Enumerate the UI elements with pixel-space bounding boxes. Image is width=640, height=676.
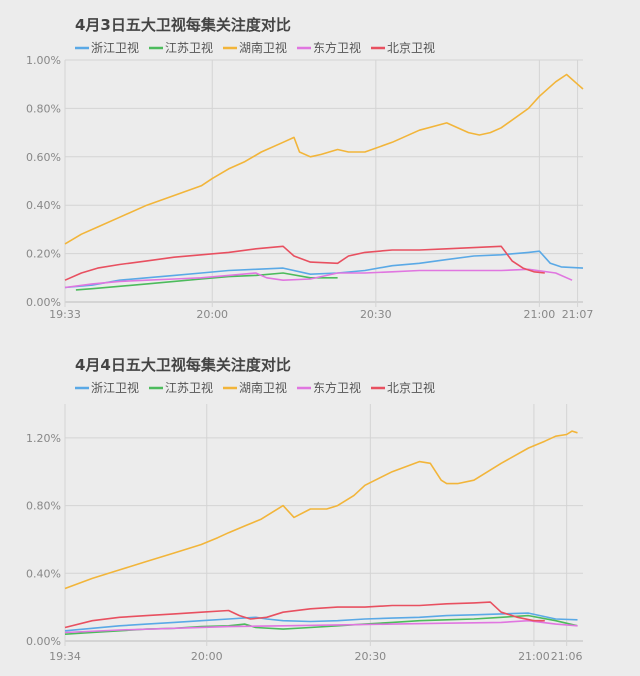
legend-item: 北京卫视 xyxy=(371,40,435,55)
x-tick-label: 19:34 xyxy=(49,650,81,663)
y-tick-label: 0.80% xyxy=(26,102,61,115)
chart-title: 4月3日五大卫视每集关注度对比 xyxy=(75,16,291,34)
y-tick-label: 0.40% xyxy=(26,567,61,580)
legend-item: 江苏卫视 xyxy=(149,380,213,395)
series-line xyxy=(64,250,584,289)
y-tick-label: 0.40% xyxy=(26,199,61,212)
series-line xyxy=(64,601,545,629)
series-line xyxy=(64,430,578,590)
legend-item: 浙江卫视 xyxy=(75,40,139,55)
legend-item: 湖南卫视 xyxy=(223,40,287,55)
legend-label: 江苏卫视 xyxy=(165,40,213,55)
series-line xyxy=(64,268,573,289)
y-tick-label: 0.00% xyxy=(26,296,61,309)
legend-label: 江苏卫视 xyxy=(165,380,213,395)
x-tick-label: 20:30 xyxy=(360,308,392,321)
legend-label: 东方卫视 xyxy=(313,40,361,55)
legend-label: 北京卫视 xyxy=(387,380,435,395)
chart-title: 4月4日五大卫视每集关注度对比 xyxy=(75,356,291,374)
y-tick-label: 0.60% xyxy=(26,151,61,164)
y-tick-label: 0.20% xyxy=(26,248,61,261)
legend-item: 浙江卫视 xyxy=(75,380,139,395)
x-tick-label: 19:33 xyxy=(49,308,81,321)
series-line xyxy=(64,73,584,245)
x-tick-label: 20:00 xyxy=(196,308,228,321)
x-tick-label: 21:00 xyxy=(524,308,556,321)
x-tick-label: 21:07 xyxy=(562,308,594,321)
legend-label: 北京卫视 xyxy=(387,40,435,55)
x-tick-label: 20:00 xyxy=(191,650,223,663)
x-tick-label: 20:30 xyxy=(354,650,386,663)
series-line xyxy=(64,245,545,281)
legend-label: 东方卫视 xyxy=(313,380,361,395)
legend-item: 东方卫视 xyxy=(297,380,361,395)
legend-label: 湖南卫视 xyxy=(239,380,287,395)
x-tick-label: 21:00 xyxy=(518,650,550,663)
legend-item: 江苏卫视 xyxy=(149,40,213,55)
y-tick-label: 1.20% xyxy=(26,432,61,445)
y-tick-label: 0.00% xyxy=(26,635,61,648)
legend-label: 浙江卫视 xyxy=(91,380,139,395)
legend-label: 湖南卫视 xyxy=(239,40,287,55)
legend-label: 浙江卫视 xyxy=(91,40,139,55)
legend-item: 北京卫视 xyxy=(371,380,435,395)
y-tick-label: 0.80% xyxy=(26,500,61,513)
legend-item: 东方卫视 xyxy=(297,40,361,55)
series-line xyxy=(75,272,338,291)
y-tick-label: 1.00% xyxy=(26,54,61,67)
legend-item: 湖南卫视 xyxy=(223,380,287,395)
series-line xyxy=(64,612,578,632)
x-tick-label: 21:06 xyxy=(551,650,583,663)
